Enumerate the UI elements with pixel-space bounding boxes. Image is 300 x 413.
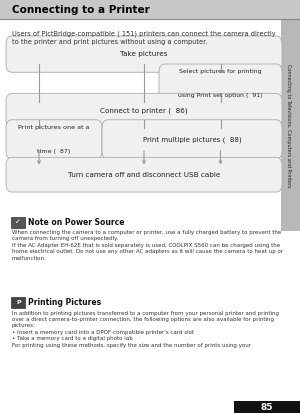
Text: Select pictures for printing: Select pictures for printing [179, 69, 262, 74]
Text: When connecting the camera to a computer or printer, use a fully charged battery: When connecting the camera to a computer… [12, 230, 283, 261]
FancyBboxPatch shape [0, 0, 300, 19]
FancyBboxPatch shape [6, 36, 282, 72]
FancyBboxPatch shape [11, 297, 25, 308]
Text: Connecting to Televisions, Computers and Printers: Connecting to Televisions, Computers and… [286, 64, 291, 188]
Text: Printing Pictures: Printing Pictures [28, 298, 102, 307]
FancyBboxPatch shape [280, 19, 300, 231]
FancyBboxPatch shape [6, 93, 282, 128]
Text: In addition to printing pictures transferred to a computer from your personal pr: In addition to printing pictures transfe… [12, 311, 279, 348]
FancyBboxPatch shape [159, 64, 282, 103]
FancyBboxPatch shape [6, 157, 282, 192]
Text: P: P [16, 300, 21, 305]
FancyBboxPatch shape [234, 401, 300, 413]
Text: Print pictures one at a: Print pictures one at a [18, 125, 90, 130]
Text: time (  87): time ( 87) [37, 149, 71, 154]
FancyBboxPatch shape [0, 19, 300, 413]
FancyBboxPatch shape [102, 120, 282, 159]
Text: ✓: ✓ [15, 219, 21, 225]
Text: 85: 85 [261, 403, 273, 412]
Text: Users of PictBridge-compatible ( 151) printers can connect the camera directly
t: Users of PictBridge-compatible ( 151) pr… [12, 31, 276, 45]
Text: Take pictures: Take pictures [120, 51, 168, 57]
FancyBboxPatch shape [11, 217, 25, 228]
FancyBboxPatch shape [6, 120, 102, 159]
Text: using Print set option (  91): using Print set option ( 91) [178, 93, 263, 98]
Text: Connect to printer (  86): Connect to printer ( 86) [100, 107, 188, 114]
Text: Connecting to a Printer: Connecting to a Printer [12, 5, 150, 15]
Text: Print multiple pictures (  88): Print multiple pictures ( 88) [143, 136, 241, 142]
Text: Turn camera off and disconnect USB cable: Turn camera off and disconnect USB cable [68, 172, 220, 178]
Text: Note on Power Source: Note on Power Source [28, 218, 125, 227]
